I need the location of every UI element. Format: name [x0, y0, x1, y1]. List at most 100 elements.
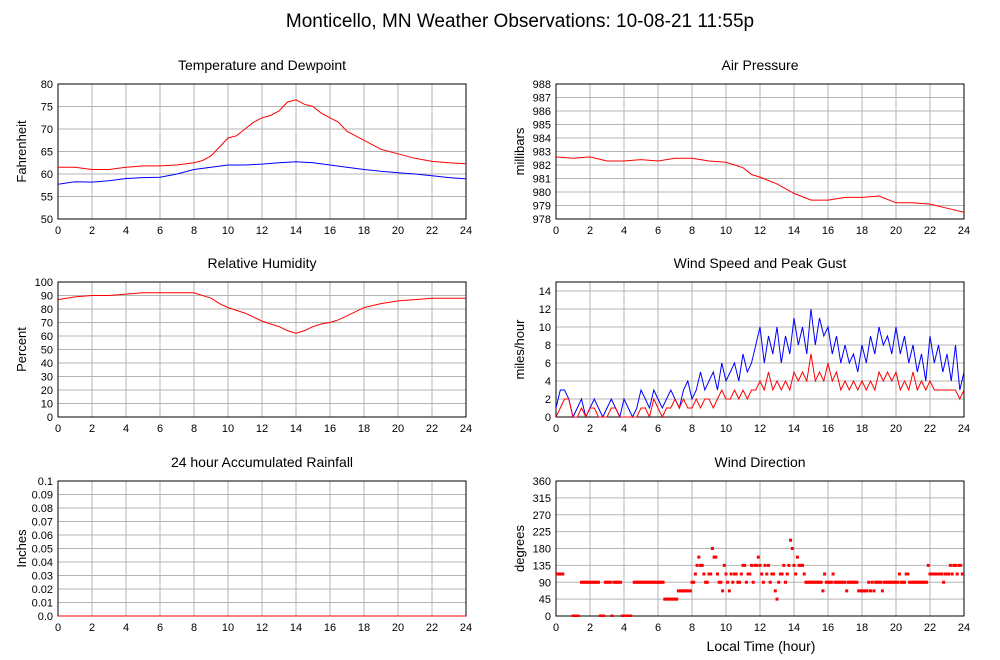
- data-point: [602, 614, 606, 617]
- x-tick-label: 18: [856, 423, 868, 435]
- x-tick-label: 18: [856, 225, 868, 237]
- x-tick-label: 18: [358, 225, 370, 237]
- data-point: [787, 563, 791, 567]
- x-tick-label: 20: [890, 423, 902, 435]
- x-tick-label: 0: [553, 622, 559, 634]
- x-tick-label: 0: [55, 423, 61, 435]
- data-point: [561, 572, 565, 576]
- data-point: [806, 580, 810, 584]
- x-tick-label: 18: [856, 622, 868, 634]
- data-point: [955, 572, 959, 576]
- plot-border: [555, 83, 965, 220]
- data-point: [639, 580, 643, 584]
- x-tick-label: 2: [89, 622, 95, 634]
- data-point: [692, 580, 696, 584]
- x-axis-label: Local Time (hour): [707, 638, 816, 654]
- data-point: [913, 580, 917, 584]
- data-point: [591, 580, 595, 584]
- y-tick-label: 978: [533, 214, 551, 226]
- data-point: [700, 563, 704, 567]
- data-point: [665, 597, 668, 601]
- data-point: [826, 580, 830, 584]
- data-point: [818, 580, 821, 584]
- x-tick-label: 0: [553, 225, 559, 237]
- x-tick-label: 10: [222, 225, 234, 237]
- data-point: [770, 572, 774, 576]
- x-tick-label: 0: [55, 622, 61, 634]
- data-point: [722, 563, 726, 567]
- data-point: [778, 572, 782, 576]
- data-point: [887, 580, 891, 584]
- data-point: [571, 614, 575, 617]
- data-point: [615, 580, 619, 584]
- x-tick-label: 6: [157, 423, 163, 435]
- data-point: [729, 572, 733, 576]
- data-point: [746, 572, 750, 576]
- data-point: [894, 580, 898, 584]
- data-point: [683, 589, 687, 593]
- y-tick-label: 10: [539, 322, 551, 334]
- data-point: [709, 572, 713, 576]
- data-point: [733, 572, 736, 576]
- plot-border: [57, 83, 467, 220]
- x-tick-label: 12: [754, 622, 766, 634]
- data-point: [758, 563, 762, 567]
- x-tick-label: 2: [89, 423, 95, 435]
- data-point: [930, 572, 934, 576]
- data-point: [619, 580, 623, 584]
- data-point: [899, 580, 903, 584]
- data-point: [782, 563, 786, 567]
- data-point: [821, 589, 825, 593]
- chart-title: Temperature and Dewpoint: [178, 57, 346, 73]
- data-point: [790, 547, 794, 550]
- y-tick-label: 6: [545, 358, 551, 370]
- y-axis-label: Inches: [14, 529, 29, 568]
- data-point: [695, 563, 699, 567]
- data-point: [710, 547, 714, 550]
- data-point: [869, 589, 872, 593]
- x-tick-label: 16: [324, 423, 336, 435]
- x-tick-label: 10: [222, 423, 234, 435]
- data-point: [668, 597, 672, 601]
- data-point: [586, 580, 590, 584]
- x-tick-label: 12: [256, 622, 268, 634]
- data-point: [937, 572, 940, 576]
- x-tick-label: 4: [123, 225, 129, 237]
- data-point: [727, 589, 731, 593]
- series-line-0: [556, 308, 964, 418]
- data-point: [648, 580, 651, 584]
- data-point: [891, 580, 895, 584]
- data-point: [676, 589, 680, 593]
- x-tick-label: 20: [392, 225, 404, 237]
- y-tick-label: 0.07: [32, 517, 53, 529]
- data-point: [651, 580, 655, 584]
- data-point: [875, 580, 879, 584]
- data-point: [731, 580, 735, 584]
- x-tick-label: 22: [426, 622, 438, 634]
- data-point: [858, 589, 862, 593]
- y-tick-label: 135: [533, 560, 551, 572]
- data-point: [743, 563, 747, 567]
- data-point: [802, 572, 806, 576]
- x-tick-label: 22: [426, 423, 438, 435]
- x-tick-label: 14: [290, 423, 302, 435]
- data-point: [675, 597, 679, 601]
- y-tick-label: 0.02: [32, 584, 53, 596]
- data-point: [794, 572, 798, 576]
- data-point: [690, 580, 694, 584]
- data-point: [760, 572, 764, 576]
- x-tick-label: 16: [324, 225, 336, 237]
- data-point: [721, 589, 725, 593]
- data-point: [872, 589, 876, 593]
- data-point: [860, 589, 864, 593]
- data-point: [931, 572, 935, 576]
- data-point: [748, 572, 752, 576]
- data-point: [663, 597, 667, 601]
- data-point: [848, 580, 852, 584]
- x-tick-label: 22: [426, 225, 438, 237]
- data-point: [644, 580, 648, 584]
- data-point: [642, 580, 646, 584]
- x-tick-label: 8: [191, 225, 197, 237]
